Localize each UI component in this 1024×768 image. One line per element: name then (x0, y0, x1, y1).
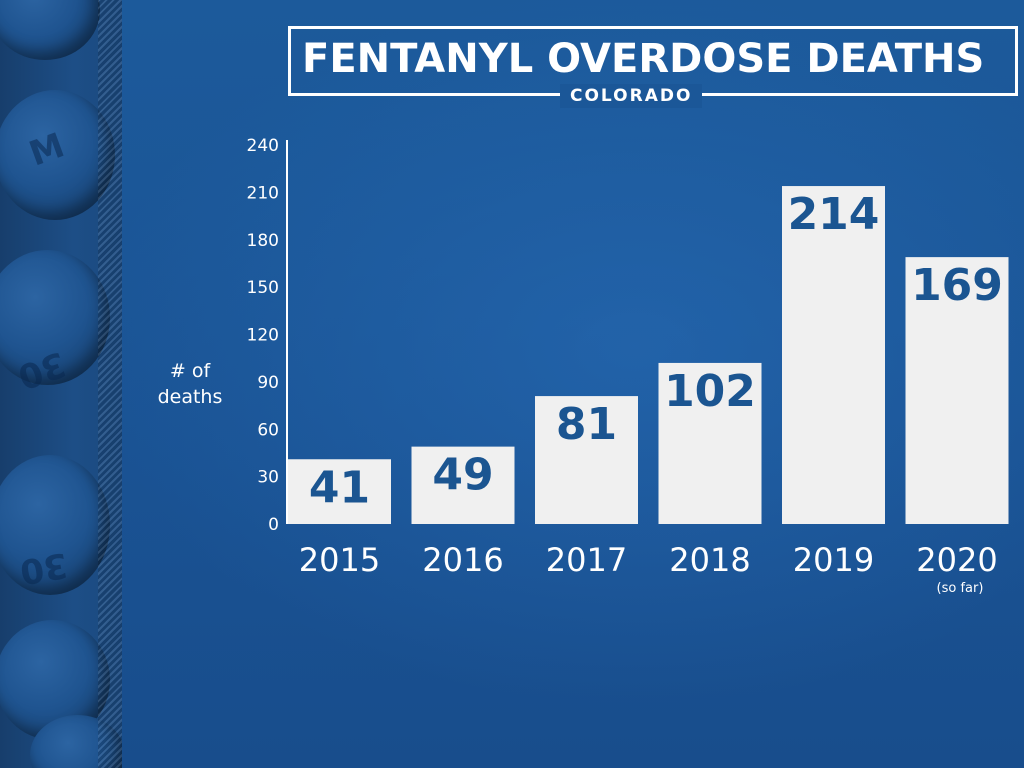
x-tick-label: 2019 (793, 541, 874, 579)
pill-image (0, 250, 110, 385)
bar (288, 459, 391, 524)
data-label: 102 (664, 366, 756, 417)
y-tick-label: 180 (247, 231, 279, 251)
x-tick-label: 2018 (669, 541, 750, 579)
x-tick-sublabel: (so far) (937, 581, 984, 596)
y-tick-label: 90 (257, 373, 279, 393)
x-tick-label: 2020 (916, 541, 997, 579)
pill-image (30, 715, 122, 768)
chart-subtitle: COLORADO (570, 86, 693, 106)
data-label: 169 (911, 260, 1003, 311)
chart-title: FENTANYL OVERDOSE DEATHS (302, 36, 985, 82)
bar (905, 257, 1009, 524)
y-tick-label: 0 (268, 515, 279, 535)
data-label: 81 (556, 399, 617, 450)
y-tick-label: 150 (247, 278, 279, 298)
hatch-divider (98, 0, 122, 768)
y-tick-label: 120 (247, 326, 279, 346)
pill-image (0, 455, 110, 595)
bar (658, 362, 762, 524)
x-tick-label: 2016 (422, 541, 503, 579)
y-axis-label: # of (170, 360, 212, 382)
y-tick-label: 210 (247, 183, 279, 203)
x-tick-label: 2015 (299, 541, 380, 579)
pill-image (0, 90, 115, 220)
y-tick-label: 30 (257, 468, 279, 488)
pill-photo-strip: M 30 30 (0, 0, 122, 768)
data-label: 214 (788, 189, 880, 240)
y-tick-label: 60 (257, 420, 279, 440)
bar (411, 446, 515, 524)
data-label: 49 (432, 450, 493, 501)
x-tick-label: 2017 (546, 541, 627, 579)
y-axis-label: deaths (158, 386, 223, 408)
bar (535, 396, 638, 524)
data-label: 41 (309, 462, 370, 513)
y-tick-label: 240 (247, 136, 279, 156)
subtitle-plate: COLORADO (560, 84, 703, 108)
bar (782, 186, 885, 524)
